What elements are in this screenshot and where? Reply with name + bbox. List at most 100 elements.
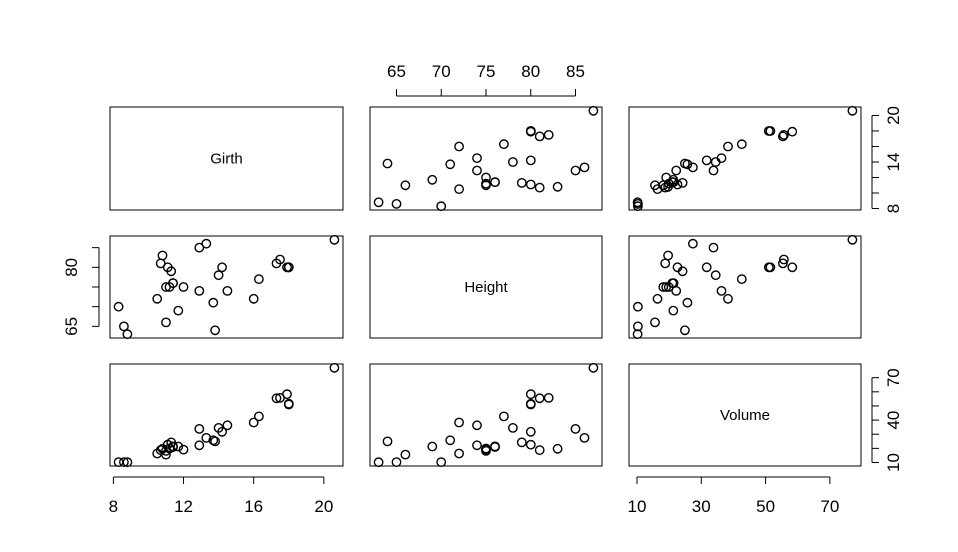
- data-point-height-vs-girth: [194, 285, 205, 296]
- tick-label-bottom-girth: 16: [244, 497, 263, 516]
- data-point-volume-vs-height: [552, 443, 563, 454]
- data-point-height-vs-girth: [248, 293, 259, 304]
- data-point-volume-vs-height: [382, 436, 393, 447]
- data-point-height-vs-volume: [663, 250, 673, 261]
- data-point-girth-vs-volume: [716, 153, 727, 164]
- data-point-girth-vs-volume: [632, 197, 643, 208]
- data-point-height-vs-girth: [166, 266, 177, 277]
- data-point-girth-vs-height: [391, 198, 402, 209]
- data-point-height-vs-volume: [716, 285, 727, 296]
- tick-label-bottom-girth: 8: [109, 497, 118, 516]
- tick-label-right-volume: 40: [884, 411, 903, 430]
- data-point-height-vs-volume: [779, 254, 789, 265]
- panel-label-height: Height: [464, 279, 508, 296]
- data-point-volume-vs-height: [508, 422, 518, 433]
- data-point-girth-vs-volume: [661, 172, 672, 183]
- data-point-volume-vs-girth: [119, 457, 129, 467]
- data-point-volume-vs-girth: [173, 441, 184, 452]
- tick-label-bottom-girth: 20: [314, 497, 333, 516]
- data-point-height-vs-volume: [632, 329, 643, 340]
- data-point-height-vs-volume: [680, 325, 690, 336]
- data-point-girth-vs-volume: [779, 129, 789, 140]
- data-point-girth-vs-height: [472, 165, 482, 176]
- tick-label-bottom-volume: 30: [692, 497, 711, 516]
- panel-frame-volume-volume: [628, 363, 862, 467]
- data-point-volume-vs-height: [534, 445, 545, 455]
- data-point-height-vs-volume: [763, 262, 774, 273]
- data-point-height-vs-volume: [652, 293, 663, 304]
- data-point-volume-vs-girth: [282, 389, 292, 400]
- panel-frame-girth-height: [369, 106, 603, 211]
- data-point-volume-vs-girth: [201, 432, 212, 443]
- data-point-girth-vs-height: [445, 159, 456, 170]
- data-point-volume-vs-height: [525, 399, 536, 410]
- data-point-height-vs-girth: [201, 238, 212, 249]
- data-point-girth-vs-height: [454, 141, 464, 152]
- data-point-girth-vs-volume: [847, 105, 858, 116]
- data-point-height-vs-girth: [119, 321, 129, 332]
- data-point-height-vs-girth: [222, 285, 233, 296]
- data-point-height-vs-volume: [701, 262, 712, 273]
- data-point-height-vs-girth: [275, 254, 285, 265]
- panel-frame-volume-girth: [109, 363, 344, 467]
- data-point-volume-vs-height: [525, 439, 536, 450]
- tick-label-bottom-volume: 10: [627, 497, 646, 516]
- data-point-height-vs-volume: [658, 282, 669, 292]
- data-point-volume-vs-girth: [248, 417, 259, 428]
- data-point-volume-vs-height: [498, 411, 509, 422]
- tick-label-left-height: 65: [62, 317, 81, 336]
- data-point-height-vs-volume: [668, 305, 679, 316]
- data-point-girth-vs-volume: [708, 165, 719, 176]
- data-point-height-vs-girth: [168, 278, 178, 288]
- panel-frame-height-girth: [109, 235, 344, 339]
- data-point-volume-vs-height: [490, 441, 500, 452]
- panel-frame-height-volume: [628, 235, 862, 339]
- data-point-girth-vs-height: [382, 158, 393, 169]
- data-point-girth-vs-height: [588, 105, 599, 116]
- tick-label-right-girth: 8: [884, 204, 903, 213]
- data-point-girth-vs-height: [570, 165, 581, 176]
- data-point-height-vs-volume: [723, 293, 733, 304]
- data-point-height-vs-girth: [122, 329, 133, 340]
- data-point-girth-vs-height: [525, 155, 536, 166]
- data-point-girth-vs-height: [543, 129, 554, 140]
- panel-frame-height-height: [369, 235, 603, 339]
- data-point-girth-vs-volume: [723, 141, 733, 152]
- panel-frame-girth-girth: [109, 106, 344, 211]
- data-point-height-vs-volume: [633, 301, 643, 312]
- tick-label-top-height: 80: [521, 62, 540, 81]
- data-point-girth-vs-height: [579, 162, 590, 173]
- data-point-volume-vs-girth: [271, 393, 282, 404]
- data-point-volume-vs-height: [454, 417, 464, 428]
- panel-label-volume: Volume: [720, 407, 770, 424]
- data-point-height-vs-volume: [736, 274, 747, 284]
- data-point-girth-vs-height: [490, 177, 500, 188]
- data-point-height-vs-volume: [650, 317, 660, 328]
- data-point-volume-vs-height: [525, 389, 536, 400]
- data-point-volume-vs-height: [516, 437, 527, 448]
- data-point-height-vs-volume: [677, 266, 688, 277]
- data-point-volume-vs-girth: [222, 420, 233, 431]
- data-point-volume-vs-height: [588, 362, 599, 373]
- data-point-volume-vs-height: [373, 457, 384, 468]
- data-point-height-vs-volume: [671, 285, 682, 296]
- tick-label-left-height: 80: [62, 258, 81, 277]
- tick-label-top-height: 85: [566, 62, 585, 81]
- data-point-girth-vs-volume: [677, 177, 688, 188]
- data-point-girth-vs-volume: [787, 126, 798, 137]
- data-point-volume-vs-girth: [194, 440, 205, 451]
- data-point-volume-vs-height: [454, 448, 464, 459]
- data-point-height-vs-girth: [161, 317, 171, 328]
- data-point-volume-vs-girth: [168, 441, 178, 452]
- data-point-girth-vs-height: [534, 182, 545, 193]
- data-point-volume-vs-height: [472, 420, 482, 431]
- data-point-height-vs-girth: [178, 282, 189, 292]
- data-point-volume-vs-height: [445, 435, 456, 446]
- panel-frame-volume-height: [369, 363, 603, 467]
- data-point-volume-vs-girth: [194, 423, 205, 434]
- data-point-height-vs-girth: [253, 274, 264, 284]
- data-point-girth-vs-height: [516, 177, 527, 188]
- tick-label-right-volume: 10: [884, 453, 903, 472]
- data-point-height-vs-girth: [208, 297, 219, 308]
